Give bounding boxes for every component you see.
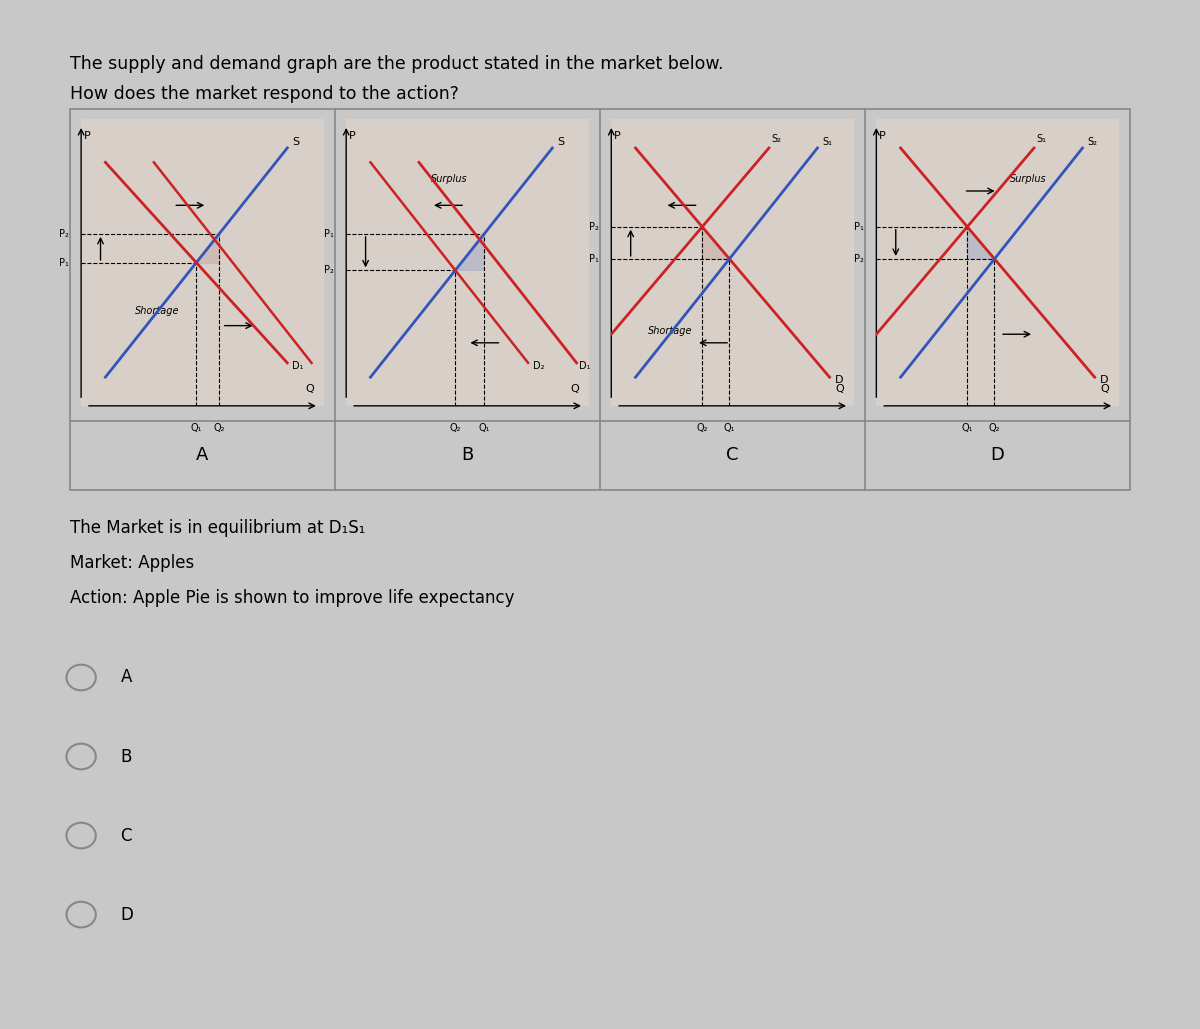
Polygon shape xyxy=(702,226,730,259)
Text: P: P xyxy=(84,131,90,141)
Text: D: D xyxy=(120,906,133,924)
Text: B: B xyxy=(120,747,132,766)
Text: A: A xyxy=(196,447,209,464)
Text: Action: Apple Pie is shown to improve life expectancy: Action: Apple Pie is shown to improve li… xyxy=(70,589,515,606)
Text: D₁: D₁ xyxy=(292,360,304,370)
Text: P₁: P₁ xyxy=(854,222,864,232)
Text: Q: Q xyxy=(1100,385,1109,394)
Text: Surplus: Surplus xyxy=(1009,174,1046,184)
Text: P: P xyxy=(613,131,620,141)
Text: S: S xyxy=(557,137,564,147)
Text: D: D xyxy=(834,375,842,385)
Text: B: B xyxy=(461,447,474,464)
Text: D: D xyxy=(1099,375,1108,385)
Polygon shape xyxy=(967,226,995,259)
Polygon shape xyxy=(455,234,484,271)
Text: C: C xyxy=(120,826,132,845)
Text: The Market is in equilibrium at D₁S₁: The Market is in equilibrium at D₁S₁ xyxy=(70,520,365,537)
Text: S₁: S₁ xyxy=(1037,134,1046,144)
Text: Shortage: Shortage xyxy=(648,326,692,336)
Text: Q: Q xyxy=(835,385,844,394)
Text: Shortage: Shortage xyxy=(134,307,179,316)
Text: D₂: D₂ xyxy=(533,360,545,370)
Text: Market: Apples: Market: Apples xyxy=(70,554,194,572)
Polygon shape xyxy=(197,234,218,262)
Text: P₂: P₂ xyxy=(324,265,334,276)
Text: S₁: S₁ xyxy=(822,137,833,147)
Text: A: A xyxy=(120,669,132,686)
Text: P₁: P₁ xyxy=(324,229,334,239)
Text: Q₁: Q₁ xyxy=(479,423,490,433)
Text: D₁: D₁ xyxy=(580,360,590,370)
Text: How does the market respond to the action?: How does the market respond to the actio… xyxy=(70,84,458,103)
Text: Q₂: Q₂ xyxy=(696,423,708,433)
Text: Q: Q xyxy=(305,385,314,394)
Text: C: C xyxy=(726,447,739,464)
Text: P₁: P₁ xyxy=(59,258,68,268)
Text: Q₁: Q₁ xyxy=(724,423,736,433)
Text: P₂: P₂ xyxy=(59,229,68,239)
Text: S: S xyxy=(292,137,299,147)
Text: P₂: P₂ xyxy=(589,222,599,232)
Text: The supply and demand graph are the product stated in the market below.: The supply and demand graph are the prod… xyxy=(70,56,724,73)
Text: S₂: S₂ xyxy=(1087,137,1097,147)
Text: Q₂: Q₂ xyxy=(214,423,224,433)
Text: D: D xyxy=(991,447,1004,464)
Text: P: P xyxy=(878,131,886,141)
Text: Surplus: Surplus xyxy=(431,174,468,184)
Text: S₂: S₂ xyxy=(772,134,781,144)
Text: P: P xyxy=(349,131,355,141)
Text: P₁: P₁ xyxy=(589,254,599,263)
Bar xyxy=(70,109,1130,490)
Text: Q₂: Q₂ xyxy=(450,423,461,433)
Text: Q₁: Q₁ xyxy=(191,423,202,433)
Text: Q₁: Q₁ xyxy=(961,423,973,433)
Text: Q₂: Q₂ xyxy=(989,423,1001,433)
Text: Q: Q xyxy=(570,385,580,394)
Text: P₂: P₂ xyxy=(854,254,864,263)
